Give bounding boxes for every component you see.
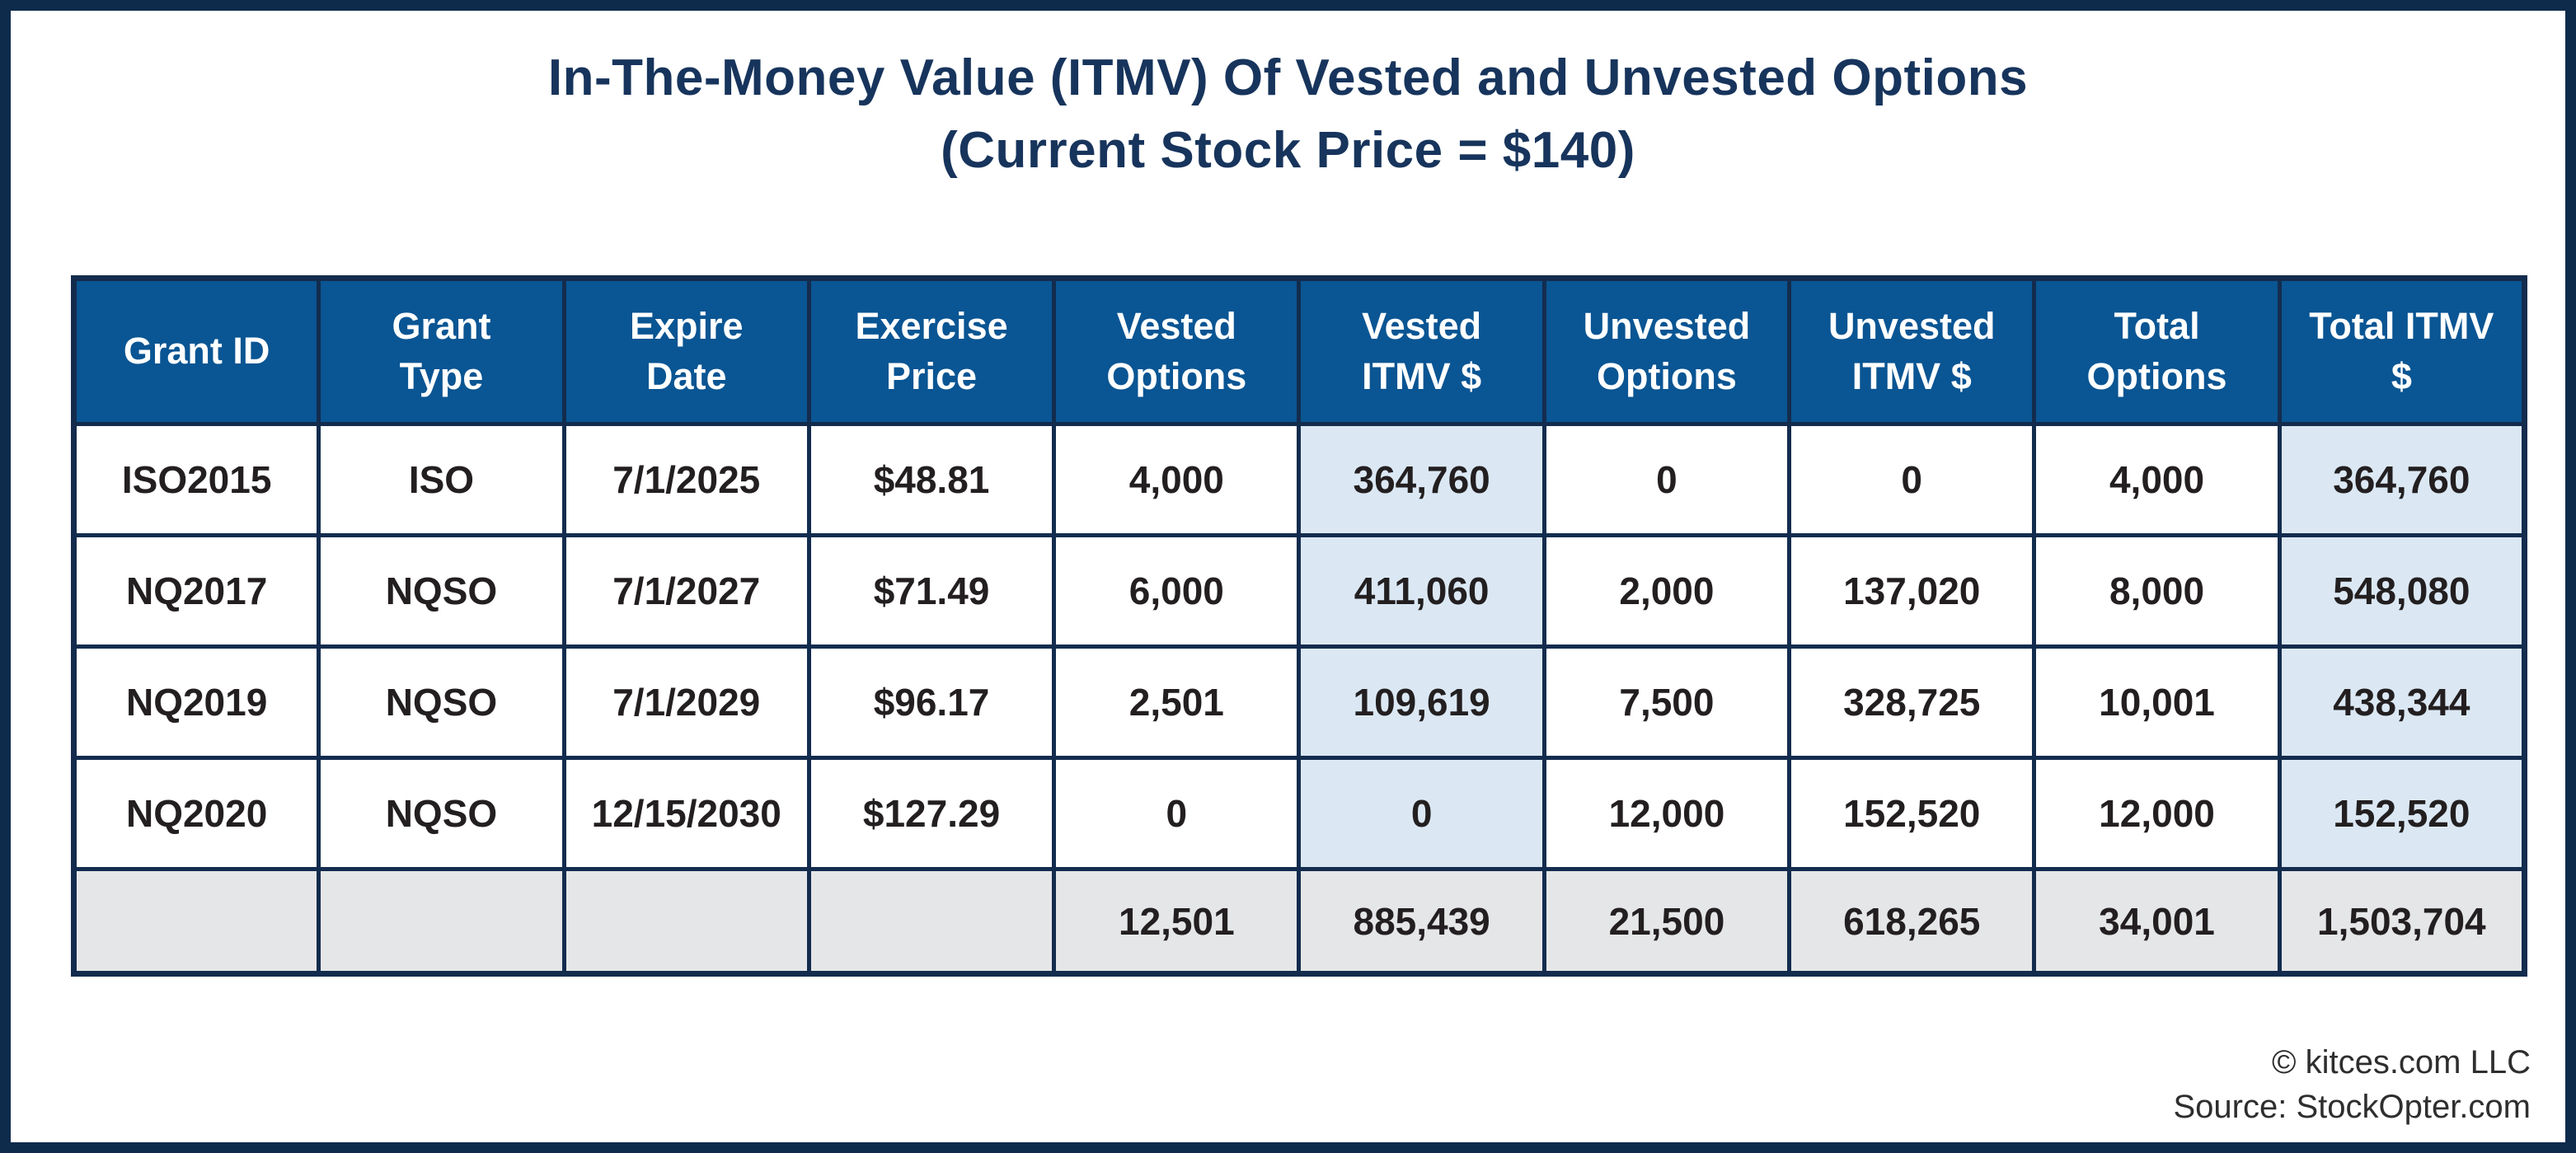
- cell-expire-date: 7/1/2027: [561, 533, 811, 649]
- totals-cell-empty: [806, 867, 1057, 976]
- cell-total-itmv: 364,760: [2277, 422, 2527, 537]
- cell-grant-id: NQ2020: [71, 756, 321, 871]
- cell-total-options: 4,000: [2032, 422, 2282, 537]
- column-header-total-options: Total Options: [2032, 276, 2282, 426]
- table-row-nq2019: NQ2019 NQSO 7/1/2029 $96.17 2,501 109,61…: [71, 644, 2527, 760]
- totals-cell-total-options: 34,001: [2032, 867, 2282, 976]
- cell-total-itmv: 438,344: [2277, 644, 2527, 760]
- header-row: Grant ID Grant Type Expire Date Exercise…: [71, 276, 2527, 426]
- totals-cell-total-itmv: 1,503,704: [2277, 867, 2527, 976]
- column-header-grant-id: Grant ID: [71, 276, 321, 426]
- column-header-vested-itmv: Vested ITMV $: [1297, 276, 1546, 426]
- cell-total-options: 8,000: [2032, 533, 2282, 649]
- cell-unvested-itmv: 0: [1787, 422, 2037, 537]
- column-header-unvested-options: Unvested Options: [1541, 276, 1792, 426]
- cell-vested-options: 6,000: [1052, 533, 1302, 649]
- cell-total-options: 12,000: [2032, 756, 2282, 871]
- table-row-iso2015: ISO2015 ISO 7/1/2025 $48.81 4,000 364,76…: [71, 422, 2527, 537]
- cell-expire-date: 7/1/2029: [561, 644, 811, 760]
- column-header-total-itmv: Total ITMV $: [2277, 276, 2527, 426]
- attribution: © kitces.com LLC Source: StockOpter.com: [2173, 1040, 2531, 1129]
- cell-unvested-itmv: 328,725: [1787, 644, 2037, 760]
- cell-unvested-itmv: 152,520: [1787, 756, 2037, 871]
- cell-vested-options: 0: [1052, 756, 1302, 871]
- cell-unvested-options: 7,500: [1541, 644, 1792, 760]
- cell-grant-id: NQ2017: [71, 533, 321, 649]
- totals-cell-vested-options: 12,501: [1052, 867, 1302, 976]
- chart-title: In-The-Money Value (ITMV) Of Vested and …: [11, 42, 2565, 187]
- cell-vested-options: 2,501: [1052, 644, 1302, 760]
- cell-exercise-price: $48.81: [806, 422, 1057, 537]
- chart-title-line2: (Current Stock Price = $140): [941, 122, 1635, 180]
- cell-grant-type: NQSO: [317, 533, 566, 649]
- table-header: Grant ID Grant Type Expire Date Exercise…: [71, 276, 2527, 426]
- cell-exercise-price: $71.49: [806, 533, 1057, 649]
- column-header-unvested-itmv: Unvested ITMV $: [1787, 276, 2037, 426]
- cell-unvested-options: 2,000: [1541, 533, 1792, 649]
- totals-cell-vested-itmv: 885,439: [1297, 867, 1546, 976]
- cell-vested-itmv: 0: [1297, 756, 1546, 871]
- totals-cell-unvested-itmv: 618,265: [1787, 867, 2037, 976]
- cell-expire-date: 7/1/2025: [561, 422, 811, 537]
- totals-cell-empty: [317, 867, 566, 976]
- column-header-vested-options: Vested Options: [1052, 276, 1302, 426]
- totals-cell-empty: [561, 867, 811, 976]
- totals-cell-empty: [71, 867, 321, 976]
- cell-total-itmv: 152,520: [2277, 756, 2527, 871]
- cell-exercise-price: $127.29: [806, 756, 1057, 871]
- column-header-expire-date: Expire Date: [561, 276, 811, 426]
- cell-total-itmv: 548,080: [2277, 533, 2527, 649]
- column-header-grant-type: Grant Type: [317, 276, 566, 426]
- cell-unvested-options: 12,000: [1541, 756, 1792, 871]
- cell-unvested-options: 0: [1541, 422, 1792, 537]
- cell-expire-date: 12/15/2030: [561, 756, 811, 871]
- cell-unvested-itmv: 137,020: [1787, 533, 2037, 649]
- copyright-text: © kitces.com LLC: [2271, 1044, 2531, 1080]
- cell-vested-itmv: 364,760: [1297, 422, 1546, 537]
- cell-grant-type: NQSO: [317, 644, 566, 760]
- chart-title-line1: In-The-Money Value (ITMV) Of Vested and …: [547, 49, 2029, 106]
- table-row-nq2017: NQ2017 NQSO 7/1/2027 $71.49 6,000 411,06…: [71, 533, 2527, 649]
- cell-grant-type: NQSO: [317, 756, 566, 871]
- table-row-nq2020: NQ2020 NQSO 12/15/2030 $127.29 0 0 12,00…: [71, 756, 2527, 871]
- cell-grant-id: ISO2015: [71, 422, 321, 537]
- cell-total-options: 10,001: [2032, 644, 2282, 760]
- source-text: Source: StockOpter.com: [2173, 1089, 2531, 1125]
- options-itmv-table: Grant ID Grant Type Expire Date Exercise…: [71, 275, 2527, 977]
- cell-vested-itmv: 109,619: [1297, 644, 1546, 760]
- table-totals-row: 12,501 885,439 21,500 618,265 34,001 1,5…: [71, 867, 2527, 976]
- cell-vested-itmv: 411,060: [1297, 533, 1546, 649]
- table-body: ISO2015 ISO 7/1/2025 $48.81 4,000 364,76…: [71, 422, 2527, 976]
- cell-vested-options: 4,000: [1052, 422, 1302, 537]
- cell-grant-id: NQ2019: [71, 644, 321, 760]
- column-header-exercise-price: Exercise Price: [806, 276, 1057, 426]
- cell-grant-type: ISO: [317, 422, 566, 537]
- totals-cell-unvested-options: 21,500: [1541, 867, 1792, 976]
- cell-exercise-price: $96.17: [806, 644, 1057, 760]
